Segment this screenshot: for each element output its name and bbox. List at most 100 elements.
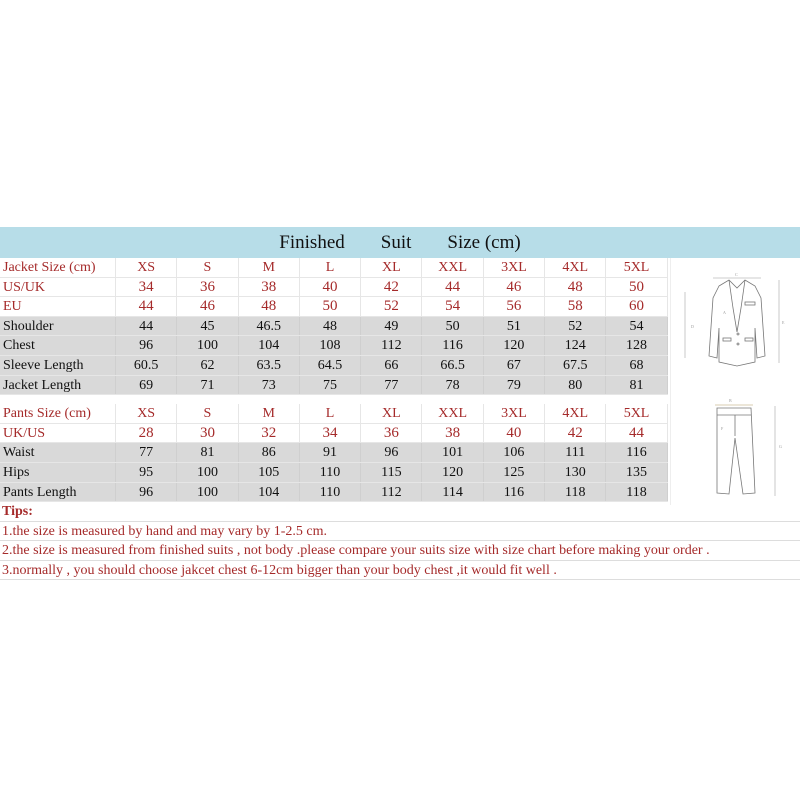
table-cell: 44 xyxy=(116,316,178,336)
table-cell: 115 xyxy=(361,462,423,482)
diagram-label: A xyxy=(723,310,726,315)
table-cell: 125 xyxy=(483,462,546,482)
table-cell: 118 xyxy=(545,482,607,502)
table-cell: 44 xyxy=(606,423,668,443)
table-cell: 96 xyxy=(361,443,423,462)
table-cell: 52 xyxy=(361,297,423,316)
row-label: EU xyxy=(0,297,116,316)
size-header: L xyxy=(300,404,362,423)
row-label: Shoulder xyxy=(0,316,116,336)
table-row: Waist 77 81 86 91 96 101 106 111 116 xyxy=(0,443,668,463)
diagram-label: E xyxy=(782,320,785,325)
table-cell: 34 xyxy=(116,277,178,297)
diagram-label: G xyxy=(779,444,782,449)
title-word: Suit xyxy=(380,231,412,253)
size-chart: Finished Suit Size (cm) Jacket Size (cm)… xyxy=(0,227,800,581)
table-cell: 120 xyxy=(422,462,484,482)
row-label: Chest xyxy=(0,336,116,355)
table-cell: 66 xyxy=(361,355,423,375)
pants-header-row: Pants Size (cm) XS S M L XL XXL 3XL 4XL 5XL xyxy=(0,404,668,424)
size-header: XL xyxy=(361,258,423,277)
tips-section: Tips: 1.the size is measured by hand and… xyxy=(0,502,800,581)
table-cell: 116 xyxy=(606,443,668,462)
row-label: Pants Length xyxy=(0,482,116,502)
table-cell: 95 xyxy=(116,462,178,482)
size-header: M xyxy=(239,404,300,423)
size-header: XXL xyxy=(422,258,484,277)
table-cell: 66.5 xyxy=(422,355,484,375)
table-cell: 110 xyxy=(299,482,362,502)
table-cell: 67 xyxy=(483,355,546,375)
size-header: XXL xyxy=(422,404,484,423)
size-header: 4XL xyxy=(545,258,607,277)
table-cell: 111 xyxy=(545,443,607,462)
table-cell: 34 xyxy=(300,423,362,443)
table-cell: 112 xyxy=(361,336,423,355)
table-cell: 60 xyxy=(606,297,668,316)
table-row: Jacket Length 69 71 73 75 77 78 79 80 81 xyxy=(0,375,668,396)
table-cell: 114 xyxy=(422,482,484,502)
table-cell: 58 xyxy=(545,297,607,316)
table-cell: 28 xyxy=(116,423,178,443)
table-cell: 36 xyxy=(177,277,239,297)
table-cell: 68 xyxy=(606,355,668,375)
table-cell: 40 xyxy=(484,423,546,443)
tips-heading: Tips: xyxy=(0,502,800,522)
table-cell: 116 xyxy=(422,336,484,355)
size-header: XL xyxy=(361,404,423,423)
table-cell: 45 xyxy=(177,316,239,336)
table-cell: 116 xyxy=(483,482,546,502)
size-header: 4XL xyxy=(545,404,607,423)
jacket-diagram: C A D E xyxy=(684,272,785,367)
row-label: Pants Size (cm) xyxy=(0,404,116,423)
chart-title: Finished Suit Size (cm) xyxy=(0,227,800,258)
pants-size-table: Pants Size (cm) XS S M L XL XXL 3XL 4XL 5XL UK/US 2… xyxy=(0,404,668,503)
diagram-label: C xyxy=(735,272,738,277)
table-cell: 50 xyxy=(422,316,484,336)
table-cell: 60.5 xyxy=(116,355,178,375)
table-cell: 100 xyxy=(177,482,239,502)
table-cell: 75 xyxy=(299,375,362,395)
row-label: US/UK xyxy=(0,277,116,297)
table-cell: 62 xyxy=(177,355,239,375)
table-row: US/UK 34 36 38 40 42 44 46 48 50 xyxy=(0,277,668,298)
table-cell: 44 xyxy=(116,297,178,316)
table-cell: 42 xyxy=(361,277,423,297)
table-cell: 104 xyxy=(238,482,300,502)
row-label: Hips xyxy=(0,462,116,482)
table-cell: 78 xyxy=(422,375,484,395)
table-cell: 106 xyxy=(483,443,546,462)
pants-diagram: B F G xyxy=(715,398,782,496)
table-cell: 91 xyxy=(299,443,362,462)
table-cell: 80 xyxy=(545,375,607,395)
table-cell: 64.5 xyxy=(299,355,362,375)
table-row: Pants Length 96 100 104 110 112 114 116 118 118 xyxy=(0,482,668,503)
table-cell: 100 xyxy=(177,462,239,482)
table-cell: 128 xyxy=(606,336,668,355)
table-cell: 44 xyxy=(422,277,484,297)
size-header: XS xyxy=(116,404,178,423)
table-cell: 54 xyxy=(606,316,668,336)
table-cell: 30 xyxy=(177,423,239,443)
table-cell: 46.5 xyxy=(238,316,300,336)
diagram-label: B xyxy=(729,398,732,403)
table-cell: 67.5 xyxy=(545,355,607,375)
table-cell: 96 xyxy=(116,336,178,355)
table-cell: 32 xyxy=(239,423,300,443)
table-cell: 48 xyxy=(239,297,300,316)
table-cell: 63.5 xyxy=(238,355,300,375)
size-header: XS xyxy=(116,258,178,277)
table-cell: 48 xyxy=(545,277,607,297)
table-cell: 101 xyxy=(422,443,484,462)
row-label: Waist xyxy=(0,443,116,462)
table-row: EU 44 46 48 50 52 54 56 58 60 xyxy=(0,297,668,317)
table-cell: 81 xyxy=(606,375,668,395)
size-header: S xyxy=(177,404,239,423)
title-word: Size (cm) xyxy=(447,231,521,253)
diagram-label: D xyxy=(691,324,694,329)
table-cell: 38 xyxy=(422,423,484,443)
jacket-header-row: Jacket Size (cm) XS S M L XL XXL 3XL 4XL 5XL xyxy=(0,258,668,278)
tip-line: 3.normally , you should choose jakcet ch… xyxy=(0,561,800,581)
table-cell: 96 xyxy=(116,482,178,502)
row-label: Jacket Size (cm) xyxy=(0,258,116,277)
